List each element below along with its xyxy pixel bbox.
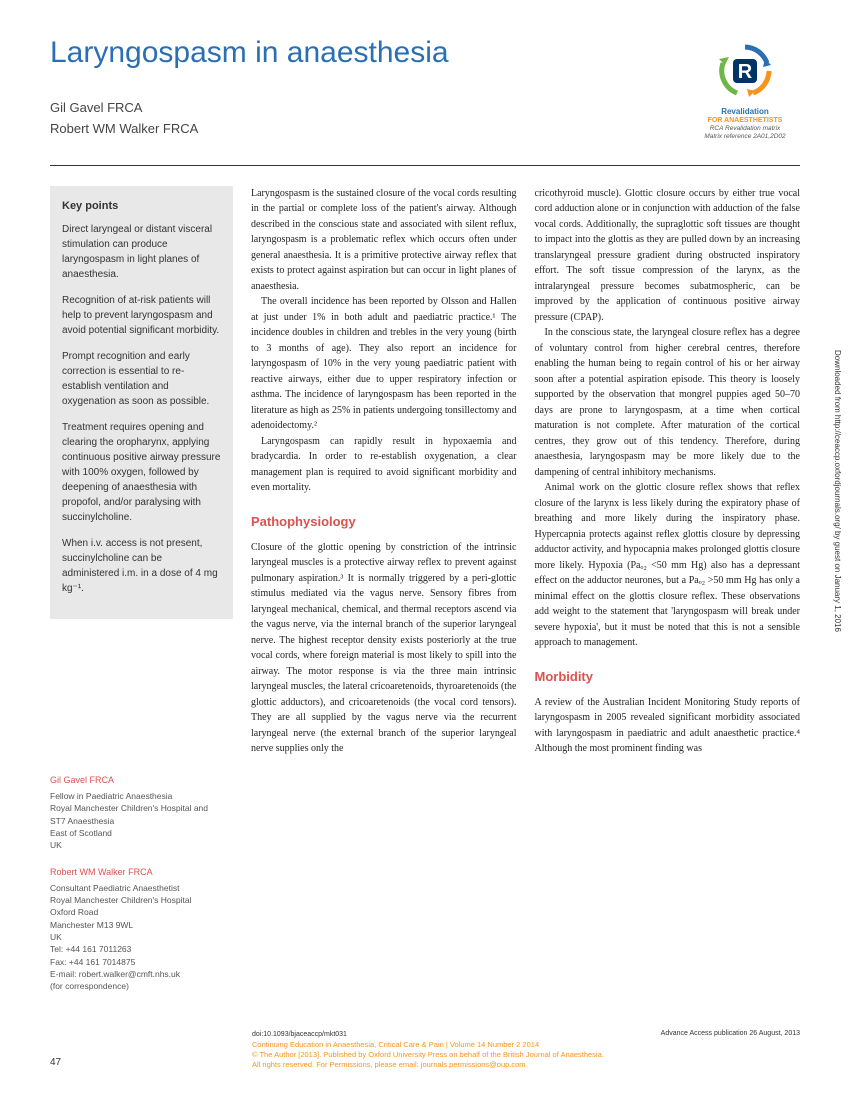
keypoint: Recognition of at-risk patients will hel… [62,293,221,338]
author-detail: Royal Manchester Children's Hospital and [50,802,233,814]
section-heading-pathophysiology: Pathophysiology [251,512,517,532]
author-detail: Fax: +44 161 7014875 [50,956,233,968]
body-col-2: cricothyroid muscle). Glottic closure oc… [535,186,801,1007]
body-para: The overall incidence has been reported … [251,294,517,434]
download-notice: Downloaded from http://ceaccp.oxfordjour… [833,350,842,632]
author-block: Robert WM Walker FRCA Consultant Paediat… [50,866,233,993]
keypoints-box: Key points Direct laryngeal or distant v… [50,186,233,620]
authors-list: Gil Gavel FRCA Robert WM Walker FRCA [50,98,800,140]
keypoint: Direct laryngeal or distant visceral sti… [62,222,221,282]
content: Key points Direct laryngeal or distant v… [50,186,800,1007]
author-detail: East of Scotland [50,827,233,839]
author-name: Gil Gavel FRCA [50,774,233,787]
body-para: Closure of the glottic opening by constr… [251,540,517,757]
author-block: Gil Gavel FRCA Fellow in Paediatric Anae… [50,774,233,852]
author-detail: ST7 Anaesthesia [50,815,233,827]
divider [50,165,800,166]
author-detail: Manchester M13 9WL [50,919,233,931]
author-detail: UK [50,931,233,943]
svg-text:R: R [738,61,753,83]
body-para: A review of the Australian Incident Moni… [535,695,801,757]
keypoint: Treatment requires opening and clearing … [62,420,221,525]
author-detail: Consultant Paediatric Anaesthetist [50,882,233,894]
logo-icon: R [715,41,775,101]
body-col-1: Laryngospasm is the sustained closure of… [251,186,517,1007]
keypoint: Prompt recognition and early correction … [62,349,221,409]
author-detail: Fellow in Paediatric Anaesthesia [50,790,233,802]
footer-line: All rights reserved. For Permissions, pl… [252,1060,526,1069]
author-detail: (for correspondence) [50,980,233,992]
author-line: Robert WM Walker FRCA [50,119,800,140]
author-info: Gil Gavel FRCA Fellow in Paediatric Anae… [50,774,233,992]
keypoint: When i.v. access is not present, succiny… [62,536,221,596]
pub-date: Advance Access publication 26 August, 20… [661,1029,800,1038]
main-columns: Laryngospasm is the sustained closure of… [251,186,800,1007]
author-detail: Oxford Road [50,906,233,918]
left-column: Key points Direct laryngeal or distant v… [50,186,233,1007]
author-detail: Royal Manchester Children's Hospital [50,894,233,906]
author-line: Gil Gavel FRCA [50,98,800,119]
author-detail: UK [50,839,233,851]
body-para: Laryngospasm can rapidly result in hypox… [251,434,517,496]
logo-text: Revalidation FOR ANAESTHETISTS RCA Reval… [690,107,800,141]
revalidation-logo: R Revalidation FOR ANAESTHETISTS RCA Rev… [690,41,800,141]
body-para: In the conscious state, the laryngeal cl… [535,325,801,480]
article-title: Laryngospasm in anaesthesia [50,36,800,70]
author-detail: E-mail: robert.walker@cmft.nhs.uk [50,968,233,980]
footer-line: © The Author [2013]. Published by Oxford… [252,1050,604,1059]
doi: doi:10.1093/bjaceaccp/mkt031 [252,1031,347,1038]
body-para: cricothyroid muscle). Glottic closure oc… [535,186,801,326]
footer-text: doi:10.1093/bjaceaccp/mkt031 Advance Acc… [252,1029,800,1070]
author-detail: Tel: +44 161 7011263 [50,943,233,955]
body-para: Animal work on the glottic closure refle… [535,480,801,651]
footer: 47 doi:10.1093/bjaceaccp/mkt031 Advance … [50,1029,800,1070]
header: Laryngospasm in anaesthesia Gil Gavel FR… [50,36,800,140]
footer-line: Continuing Education in Anaesthesia, Cri… [252,1040,539,1049]
author-name: Robert WM Walker FRCA [50,866,233,879]
keypoints-title: Key points [62,198,221,215]
section-heading-morbidity: Morbidity [535,667,801,687]
body-para: Laryngospasm is the sustained closure of… [251,186,517,295]
page-number: 47 [50,1057,61,1068]
